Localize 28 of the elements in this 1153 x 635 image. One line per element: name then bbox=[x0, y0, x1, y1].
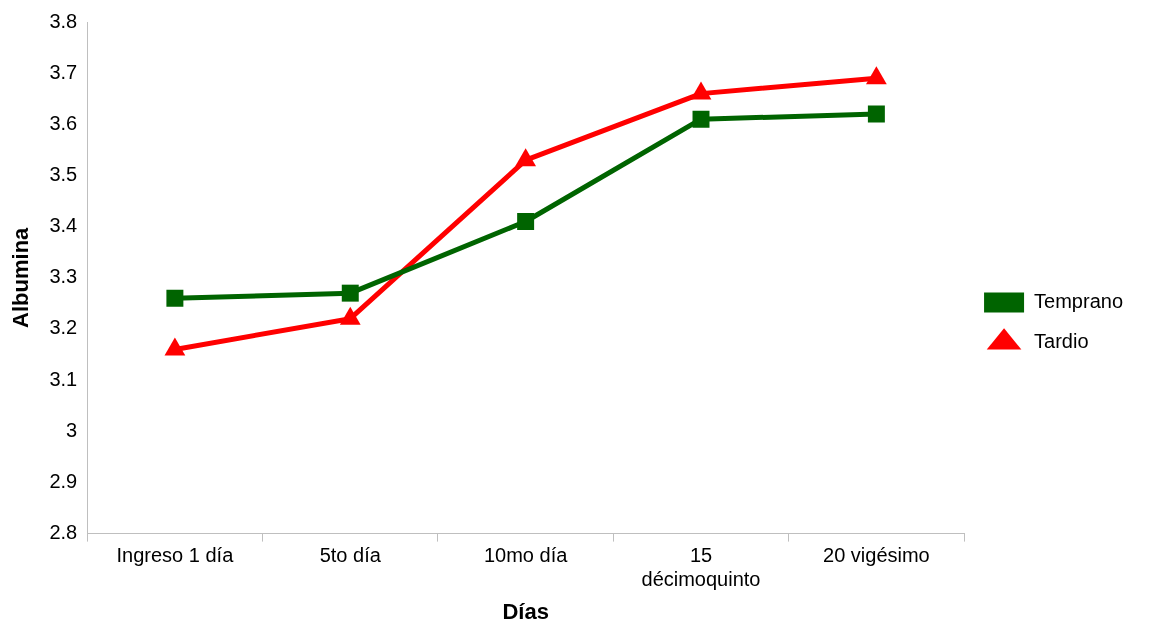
y-tick-label: 2.9 bbox=[49, 469, 78, 492]
y-axis-title: Albumina bbox=[8, 226, 34, 328]
point bbox=[515, 148, 537, 167]
y-tick-label: 3.7 bbox=[49, 60, 78, 83]
point bbox=[692, 110, 710, 128]
y-tick-label: 3.4 bbox=[49, 214, 78, 237]
y-tick-label: 3.8 bbox=[49, 9, 78, 32]
y-tick-label: 3.3 bbox=[49, 265, 78, 288]
point bbox=[865, 66, 887, 85]
y-tick-label: 2.8 bbox=[49, 521, 78, 544]
point bbox=[166, 289, 184, 307]
y-tick-label: 3 bbox=[66, 418, 78, 441]
x-tick-label: 10mo día bbox=[483, 544, 569, 567]
y-tick-label: 3.6 bbox=[49, 111, 78, 134]
legend-label: Tardio bbox=[1034, 330, 1089, 353]
x-tick-label: 5to día bbox=[319, 544, 382, 567]
y-tick-label: 3.2 bbox=[49, 316, 78, 339]
point bbox=[690, 81, 712, 100]
x-axis-title: Días bbox=[502, 598, 549, 624]
point bbox=[341, 284, 359, 302]
point bbox=[867, 105, 885, 123]
x-tick-label: 15 décimoquinto bbox=[641, 544, 761, 591]
x-tick-label: 20 vigésimo bbox=[823, 544, 930, 567]
legend-label: Temprano bbox=[1034, 290, 1123, 313]
point bbox=[517, 213, 535, 231]
y-tick-label: 3.1 bbox=[49, 367, 78, 390]
x-tick-label: Ingreso 1 día bbox=[116, 544, 235, 567]
y-tick-label: 3.5 bbox=[49, 163, 78, 185]
